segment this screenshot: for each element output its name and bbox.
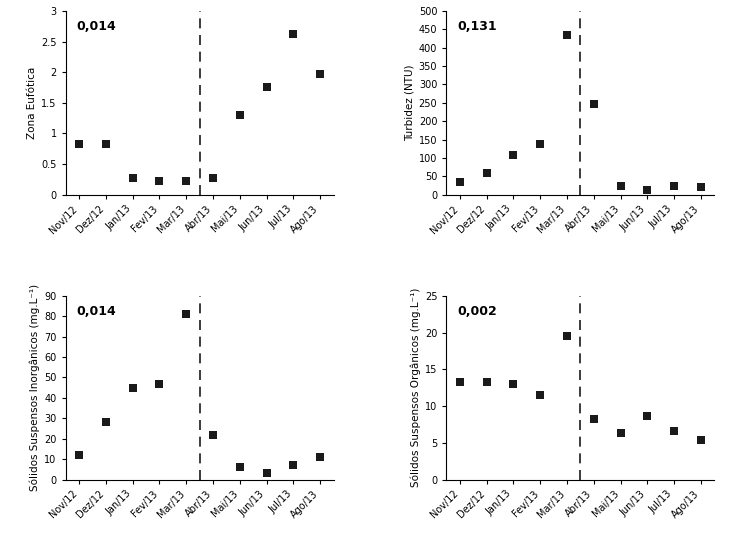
Point bbox=[73, 451, 85, 459]
Point bbox=[561, 31, 573, 39]
Point bbox=[507, 380, 519, 389]
Point bbox=[615, 181, 626, 190]
Point bbox=[668, 181, 680, 190]
Text: 0,014: 0,014 bbox=[77, 305, 116, 318]
Point bbox=[588, 100, 600, 108]
Point bbox=[127, 174, 139, 183]
Y-axis label: Sólidos Suspensos Orgânicos (mg.L⁻¹): Sólidos Suspensos Orgânicos (mg.L⁻¹) bbox=[410, 288, 421, 487]
Point bbox=[454, 378, 466, 386]
Point bbox=[454, 178, 466, 186]
Point bbox=[180, 310, 192, 318]
Text: 0,131: 0,131 bbox=[457, 20, 496, 33]
Point bbox=[668, 427, 680, 435]
Point bbox=[534, 391, 546, 399]
Point bbox=[314, 453, 326, 462]
Point bbox=[154, 176, 165, 185]
Point bbox=[588, 414, 600, 423]
Point bbox=[154, 379, 165, 388]
Point bbox=[234, 111, 246, 119]
Point bbox=[180, 177, 192, 186]
Point bbox=[314, 70, 326, 78]
Y-axis label: Sólidos Suspensos Inorgânicos (mg.L⁻¹): Sólidos Suspensos Inorgânicos (mg.L⁻¹) bbox=[30, 284, 40, 491]
Point bbox=[73, 140, 85, 149]
Point bbox=[480, 169, 492, 178]
Text: 0,014: 0,014 bbox=[77, 20, 116, 33]
Point bbox=[207, 173, 219, 182]
Point bbox=[127, 383, 139, 392]
Point bbox=[288, 461, 300, 470]
Point bbox=[100, 140, 112, 149]
Point bbox=[642, 411, 653, 420]
Y-axis label: Zona Eufótica: Zona Eufótica bbox=[27, 66, 37, 139]
Point bbox=[207, 431, 219, 439]
Point bbox=[561, 332, 573, 341]
Point bbox=[480, 378, 492, 386]
Point bbox=[261, 469, 273, 478]
Point bbox=[507, 150, 519, 159]
Point bbox=[695, 435, 707, 444]
Point bbox=[615, 429, 626, 438]
Point bbox=[288, 29, 300, 38]
Point bbox=[534, 140, 546, 148]
Text: 0,002: 0,002 bbox=[457, 305, 496, 318]
Point bbox=[234, 463, 246, 472]
Point bbox=[261, 82, 273, 91]
Point bbox=[695, 182, 707, 191]
Y-axis label: Turbidez (NTU): Turbidez (NTU) bbox=[405, 64, 415, 141]
Point bbox=[642, 185, 653, 194]
Point bbox=[100, 418, 112, 427]
